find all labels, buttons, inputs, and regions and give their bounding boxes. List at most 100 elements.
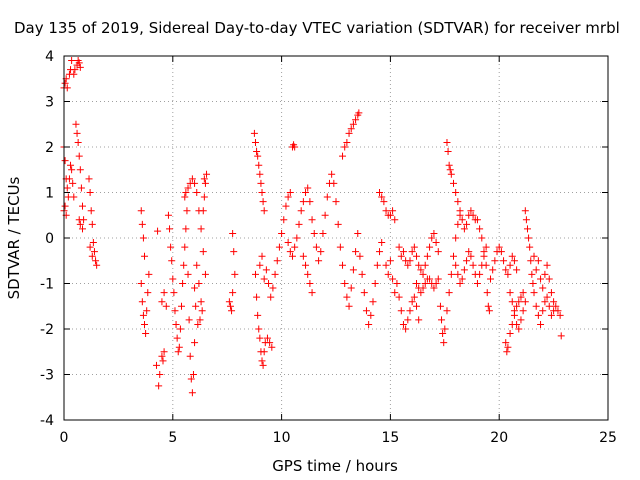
- data-point: [530, 252, 538, 260]
- data-point: [517, 293, 525, 301]
- data-point: [253, 293, 261, 301]
- data-point: [319, 229, 327, 237]
- data-point: [513, 302, 521, 310]
- data-point: [77, 184, 85, 192]
- data-point: [267, 293, 275, 301]
- data-point: [286, 189, 294, 196]
- data-point: [162, 302, 170, 310]
- y-tick-label: 1: [45, 186, 54, 202]
- x-tick-label: 5: [168, 430, 177, 446]
- data-point: [508, 298, 516, 306]
- data-point: [336, 243, 344, 251]
- data-point: [458, 216, 466, 224]
- data-point: [72, 120, 80, 128]
- data-point: [70, 193, 78, 201]
- data-point: [203, 170, 211, 178]
- data-point: [156, 371, 164, 378]
- data-point: [432, 280, 440, 287]
- data-point: [291, 143, 299, 151]
- data-point: [528, 270, 536, 278]
- data-point: [138, 298, 146, 306]
- data-point: [395, 243, 403, 251]
- data-point: [547, 289, 555, 297]
- data-point: [145, 270, 153, 278]
- data-point: [183, 207, 191, 215]
- data-point: [76, 166, 84, 174]
- data-point: [288, 252, 296, 260]
- data-point: [534, 257, 542, 265]
- data-point: [419, 270, 427, 278]
- data-point: [73, 129, 81, 137]
- data-point: [510, 257, 518, 265]
- data-point: [291, 243, 299, 251]
- data-point: [352, 248, 360, 256]
- data-point: [61, 202, 69, 210]
- data-point: [491, 257, 499, 265]
- data-point: [317, 248, 325, 256]
- data-point: [194, 320, 202, 328]
- data-point: [484, 302, 492, 310]
- data-point: [444, 148, 452, 156]
- data-point: [141, 320, 149, 328]
- data-point: [430, 284, 438, 292]
- data-point: [406, 257, 414, 265]
- data-point: [68, 57, 76, 65]
- data-point: [228, 307, 236, 315]
- data-point: [251, 138, 259, 146]
- x-axis-title: GPS time / hours: [272, 457, 398, 475]
- data-point: [226, 302, 234, 310]
- data-point: [197, 298, 205, 306]
- data-point: [446, 166, 454, 174]
- data-point: [200, 193, 208, 201]
- data-point: [556, 311, 564, 319]
- data-point: [482, 261, 490, 269]
- data-point: [268, 343, 276, 351]
- data-point: [397, 307, 405, 315]
- data-point: [502, 266, 510, 274]
- data-point: [258, 252, 266, 260]
- data-point: [339, 152, 347, 160]
- data-point: [510, 307, 518, 315]
- data-point: [182, 189, 190, 196]
- data-point: [380, 198, 388, 206]
- data-point: [369, 298, 377, 306]
- data-point: [256, 261, 264, 269]
- data-point: [199, 248, 207, 256]
- data-point: [191, 284, 199, 292]
- data-point: [160, 348, 168, 356]
- data-point: [376, 189, 384, 196]
- data-point: [389, 275, 397, 283]
- data-point: [515, 298, 523, 306]
- data-point: [199, 207, 207, 215]
- data-point: [519, 307, 527, 315]
- data-point: [367, 311, 375, 319]
- data-point: [170, 289, 178, 297]
- data-point: [160, 289, 168, 297]
- data-point: [434, 248, 442, 256]
- data-point: [195, 280, 203, 287]
- data-point: [545, 275, 553, 283]
- data-point: [478, 234, 486, 242]
- data-point: [176, 325, 184, 333]
- data-point: [253, 148, 261, 156]
- data-point: [304, 184, 312, 192]
- data-point: [229, 289, 237, 297]
- data-point: [184, 184, 192, 192]
- data-point: [480, 248, 488, 256]
- data-point: [256, 334, 264, 342]
- data-point: [349, 120, 357, 128]
- data-point: [262, 266, 270, 274]
- data-point: [71, 66, 79, 74]
- data-point: [454, 270, 462, 278]
- data-point: [408, 248, 416, 256]
- data-point: [201, 270, 209, 278]
- data-point: [343, 293, 351, 301]
- data-point: [229, 229, 237, 237]
- data-point: [473, 280, 481, 287]
- data-point: [515, 325, 523, 333]
- data-point: [386, 211, 394, 219]
- data-point: [334, 220, 342, 228]
- data-point: [504, 270, 512, 278]
- data-point: [78, 225, 86, 233]
